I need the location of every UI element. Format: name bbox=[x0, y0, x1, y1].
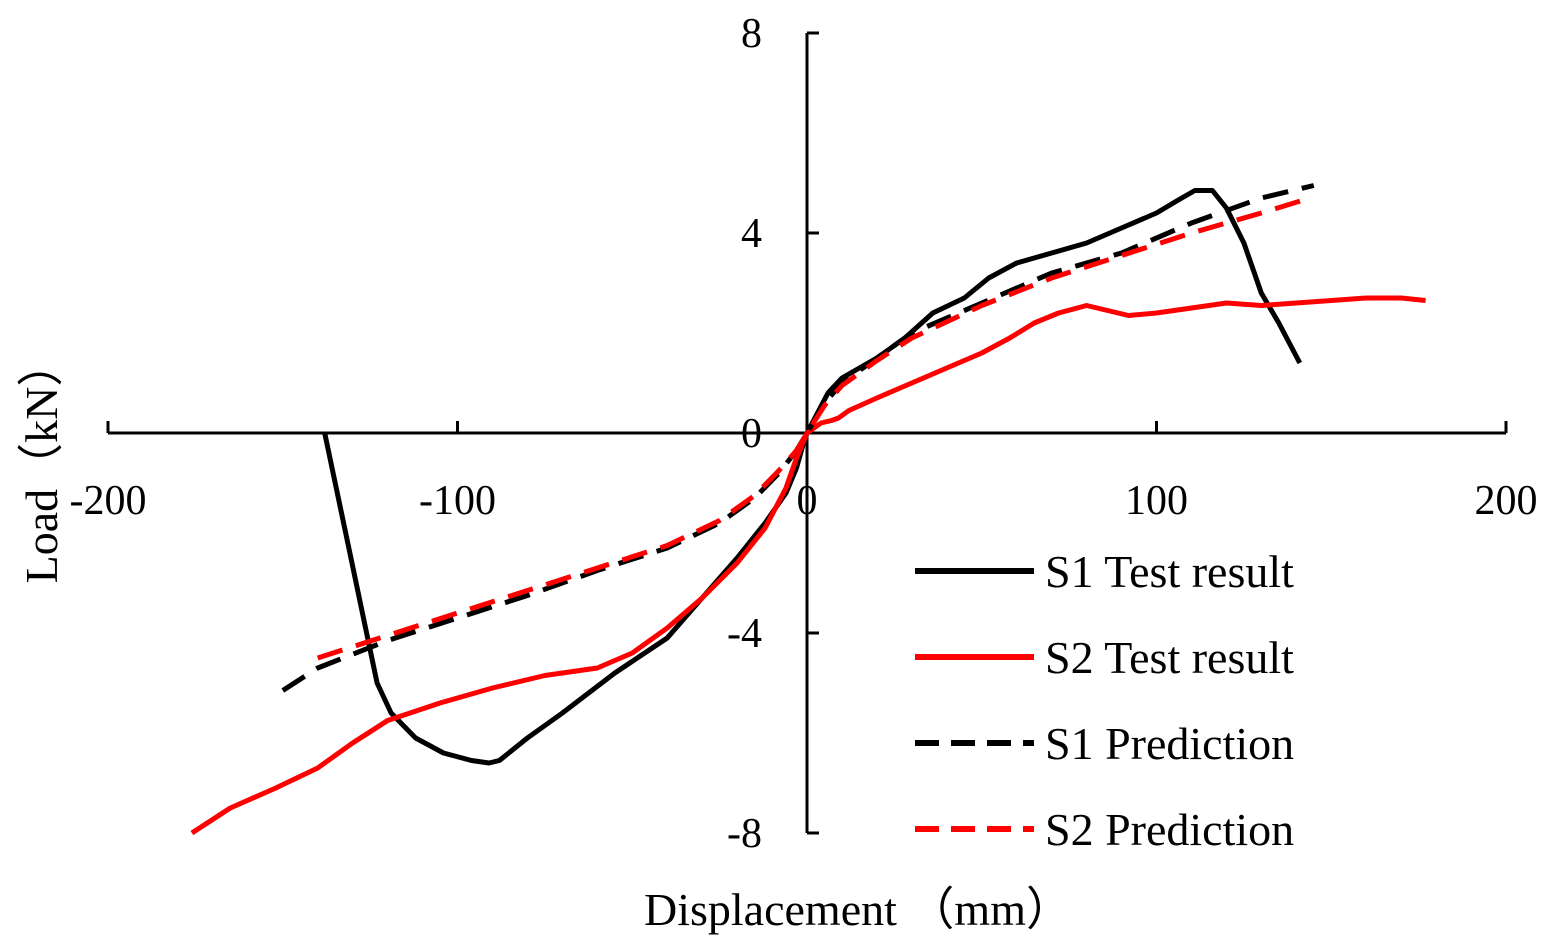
y-tick-label: 0 bbox=[741, 411, 762, 457]
legend-label: S1 Test result bbox=[1045, 546, 1294, 597]
y-tick-label: -8 bbox=[727, 811, 762, 857]
x-axis-title: Displacement （mm） bbox=[644, 884, 1072, 935]
legend-label: S2 Test result bbox=[1045, 632, 1294, 683]
legend-label: S2 Prediction bbox=[1045, 804, 1294, 855]
legend-label: S1 Prediction bbox=[1045, 718, 1294, 769]
x-tick-label: -100 bbox=[419, 478, 496, 524]
series-line-s2-prediction bbox=[316, 195, 1312, 661]
series-line-s1-prediction bbox=[281, 183, 1315, 693]
series-line-s2-test-result bbox=[190, 295, 1426, 836]
x-tick-label: 100 bbox=[1125, 478, 1188, 524]
x-tick-label: 0 bbox=[797, 478, 818, 524]
y-tick-label: 4 bbox=[741, 211, 762, 257]
series-lines bbox=[190, 183, 1426, 836]
y-axis-title: Load（kN） bbox=[16, 341, 67, 584]
y-tick-label: -4 bbox=[727, 611, 762, 657]
ticks: -200 -100 0 100 200 -8 -4 0 4 8 bbox=[70, 11, 1538, 857]
legend: S1 Test result S2 Test result S1 Predictio… bbox=[915, 546, 1294, 855]
x-tick-label: 200 bbox=[1475, 478, 1538, 524]
x-tick-label: -200 bbox=[70, 478, 147, 524]
y-tick-label: 8 bbox=[741, 11, 762, 57]
